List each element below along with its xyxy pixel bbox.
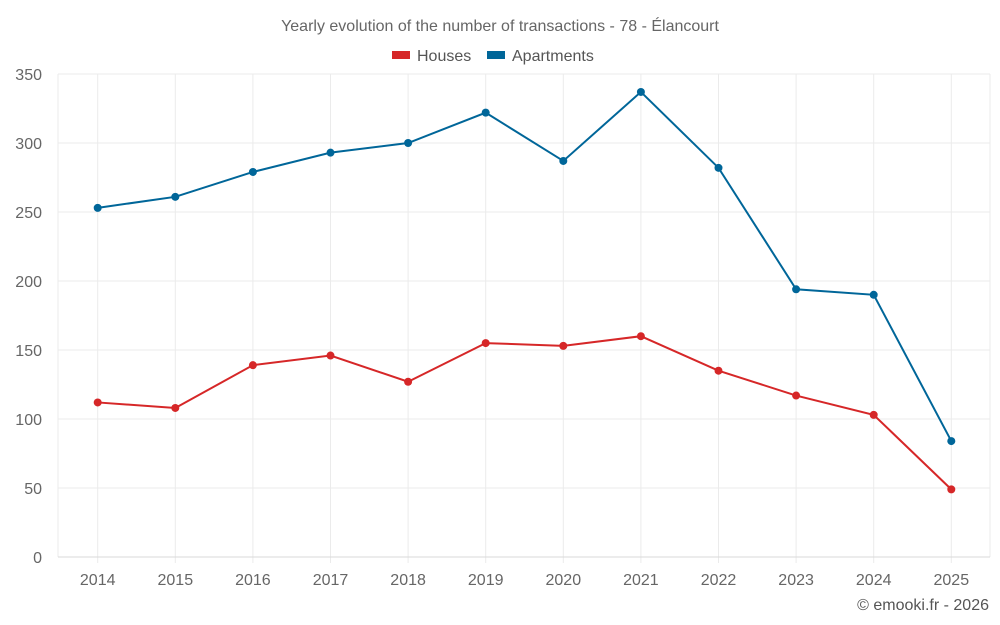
x-tick-label: 2022 (701, 572, 737, 589)
legend-swatch (487, 51, 505, 59)
series-layer (93, 87, 956, 494)
data-point-houses[interactable] (947, 485, 956, 494)
x-tick-label: 2021 (623, 572, 659, 589)
data-point-houses[interactable] (326, 351, 335, 360)
data-point-apartments[interactable] (171, 192, 180, 201)
data-point-apartments[interactable] (869, 290, 878, 299)
x-tick-label: 2020 (546, 572, 582, 589)
x-tick-label: 2016 (235, 572, 271, 589)
data-point-apartments[interactable] (559, 156, 568, 165)
data-point-apartments[interactable] (326, 148, 335, 157)
x-tick-label: 2023 (778, 572, 814, 589)
y-tick-label: 250 (15, 205, 42, 222)
legend-item-apartments[interactable]: Apartments (487, 48, 594, 65)
data-point-apartments[interactable] (404, 139, 413, 147)
legend: Houses Apartments (392, 48, 594, 65)
data-point-apartments[interactable] (93, 203, 102, 212)
series-line-houses (97, 335, 952, 491)
data-point-houses[interactable] (171, 403, 180, 412)
data-point-apartments[interactable] (947, 437, 956, 446)
data-point-houses[interactable] (792, 391, 801, 400)
x-tick-label: 2024 (856, 572, 892, 589)
grid (57, 73, 991, 563)
legend-label: Apartments (512, 48, 594, 65)
data-point-houses[interactable] (404, 377, 413, 386)
data-point-houses[interactable] (714, 366, 723, 375)
data-point-houses[interactable] (559, 341, 568, 350)
x-tick-label: 2014 (80, 572, 116, 589)
y-axis: 0 50 100 150 200 250 300 350 (15, 67, 42, 567)
series-houses (93, 332, 956, 494)
y-tick-label: 50 (24, 481, 42, 498)
chart-title: Yearly evolution of the number of transa… (281, 16, 719, 35)
y-tick-label: 300 (15, 136, 42, 153)
data-point-houses[interactable] (248, 361, 257, 370)
y-tick-label: 200 (15, 274, 42, 291)
data-point-apartments[interactable] (481, 108, 490, 117)
series-line-apartments (97, 90, 953, 442)
data-point-houses[interactable] (636, 332, 645, 341)
data-point-apartments[interactable] (636, 87, 645, 96)
series-apartments (93, 87, 956, 446)
x-tick-label: 2017 (313, 572, 349, 589)
data-point-houses[interactable] (869, 410, 878, 419)
y-tick-label: 150 (15, 343, 42, 360)
legend-swatch (392, 51, 410, 59)
legend-label: Houses (417, 48, 471, 65)
data-point-houses[interactable] (93, 398, 102, 407)
x-axis: 2014 2015 2016 2017 2018 2019 2020 2021 2022 2023… (58, 556, 990, 589)
x-tick-label: 2018 (390, 572, 426, 589)
data-point-apartments[interactable] (714, 163, 723, 172)
legend-item-houses[interactable]: Houses (392, 48, 471, 65)
data-point-apartments[interactable] (248, 167, 257, 176)
y-tick-label: 0 (33, 550, 42, 567)
y-tick-label: 350 (15, 67, 42, 84)
credit-text: © emooki.fr - 2026 (857, 597, 989, 614)
x-tick-label: 2015 (158, 572, 194, 589)
data-point-apartments[interactable] (792, 285, 801, 294)
x-tick-label: 2019 (468, 572, 504, 589)
x-tick-label: 2025 (934, 572, 970, 589)
data-point-houses[interactable] (481, 339, 490, 348)
y-tick-label: 100 (15, 412, 42, 429)
